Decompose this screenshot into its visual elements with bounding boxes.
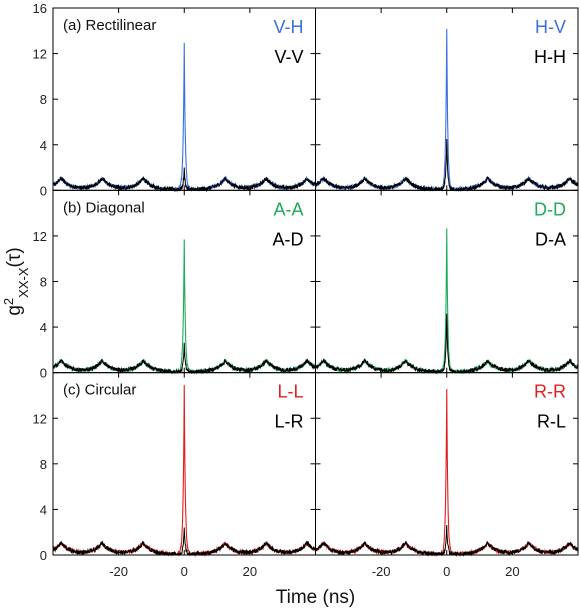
panel-1: 0 4 8 12 16 (a) Rectilinear V-H V-V [33,1,316,198]
x-tick-label: 20 [505,564,519,579]
x-tick-label: 20 [243,564,257,579]
x-tick-label: -20 [109,564,128,579]
x-tick-label: 0 [181,564,188,579]
legend-entry-L-R: L-R [274,412,303,432]
y-axis-title-tail: (τ) [4,247,25,267]
legend-entry-V-H: V-H [273,17,303,37]
y-tick-label: 4 [40,320,47,335]
y-axis-title-sub: XX-X [16,267,31,298]
y-tick-label: 0 [40,183,47,198]
series-line-L-R [52,527,316,557]
y-axis-title-base: g [4,305,25,316]
y-tick-label: 12 [33,411,47,426]
panel-label: (c) Circular [63,382,136,399]
legend-entry-R-R: R-R [534,382,566,402]
series-line-H-H [315,138,579,193]
y-tick-label: 0 [40,548,47,563]
series-line-R-L [315,524,579,557]
y-tick-label: 8 [40,275,47,290]
series-line-V-V [52,167,316,192]
legend-entry-R-L: R-L [537,412,566,432]
legend-entry-A-D: A-D [273,229,304,249]
y-tick-label: 0 [40,366,47,381]
panel-3: 0 4 8 12 (b) Diagonal A-A A-D [33,189,317,381]
series-line-A-D [52,342,316,375]
legend-entry-V-V: V-V [274,47,303,67]
y-tick-label: 16 [33,1,47,16]
y-tick-label: 8 [40,92,47,107]
panel-2: H-V H-H [315,7,579,193]
series-line-D-A [315,313,579,375]
panels-group: 0 4 8 12 16 (a) Rectilinear V-H V-V H-V H-H 0 4 8 12 (… [33,1,579,579]
y-tick-label: 12 [33,47,47,62]
y-axis-title-sup: 2 [1,298,16,305]
panel-label: (a) Rectilinear [63,17,156,34]
series-line-D-D [314,228,579,375]
legend-entry-D-A: D-A [535,229,566,249]
y-tick-label: 4 [40,138,47,153]
legend-entry-H-V: H-V [535,17,566,37]
legend-entry-H-H: H-H [534,47,566,67]
panel-label: (b) Diagonal [63,199,145,216]
legend-entry-L-L: L-L [277,382,303,402]
y-tick-label: 12 [33,229,47,244]
legend-entry-A-A: A-A [273,199,303,219]
x-axis-title: Time (ns) [276,587,356,608]
x-tick-label: -20 [372,564,391,579]
legend-entry-D-D: D-D [534,199,566,219]
y-axis-title: g2XX-X(τ) [1,247,31,315]
x-tick-label: 0 [443,564,450,579]
y-tick-label: 4 [40,502,47,517]
panel-4: D-D D-A [314,189,579,375]
y-tick-label: 8 [40,457,47,472]
panel-6: -20 0 20 R-R R-L [314,372,579,579]
panel-5: 0 4 8 12 -20 0 20 (c) Circular L-L L-R [33,372,317,579]
